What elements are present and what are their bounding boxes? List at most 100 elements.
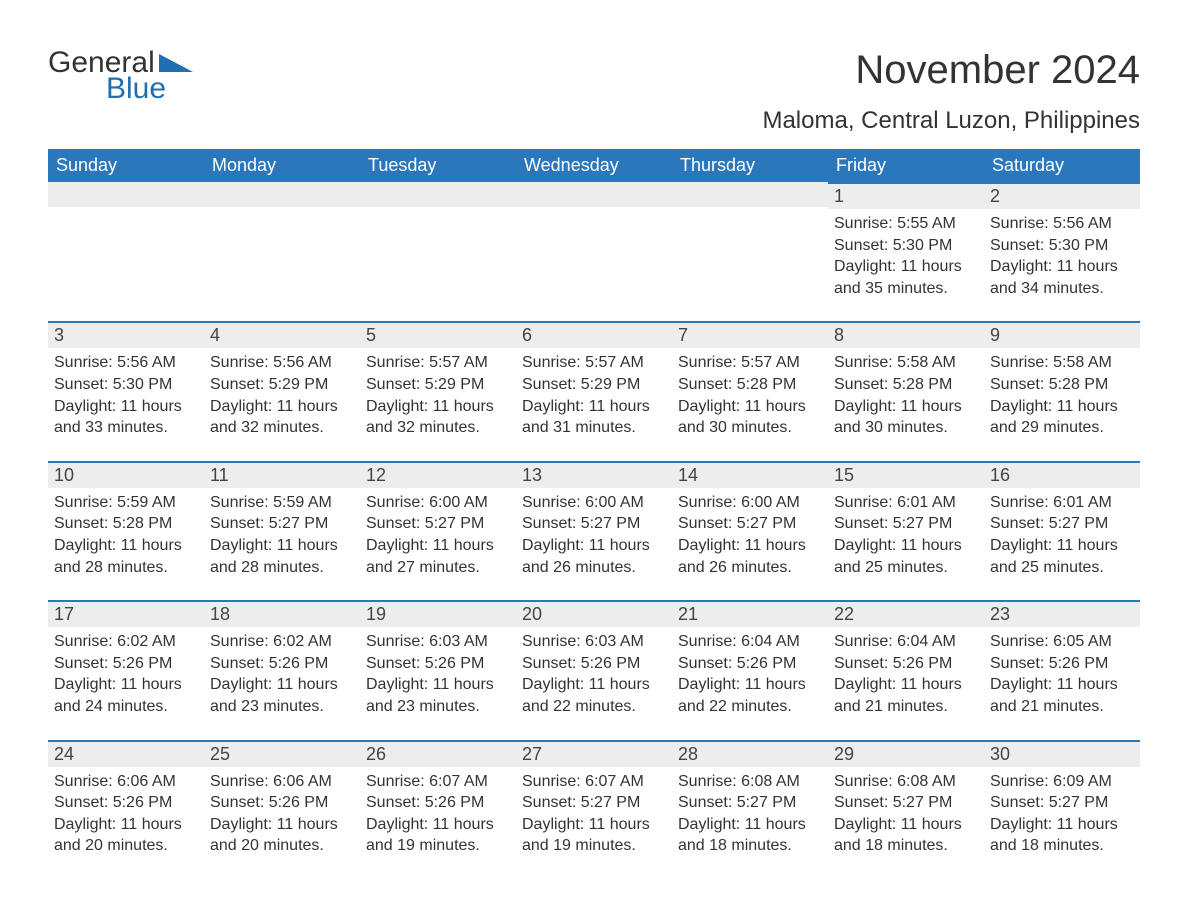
day-number: 28 [672,740,828,767]
calendar-cell: 25Sunrise: 6:06 AMSunset: 5:26 PMDayligh… [204,740,360,879]
daylight: Daylight: 11 hours and 18 minutes. [678,814,822,857]
day-number: 10 [48,461,204,488]
daylight: Daylight: 11 hours and 20 minutes. [54,814,198,857]
calendar-cell: 6Sunrise: 5:57 AMSunset: 5:29 PMDaylight… [516,321,672,460]
calendar-cell: 11Sunrise: 5:59 AMSunset: 5:27 PMDayligh… [204,461,360,600]
sunset: Sunset: 5:29 PM [210,374,354,396]
sunrise: Sunrise: 6:03 AM [522,631,666,653]
empty-day [48,182,204,207]
calendar-cell: 1Sunrise: 5:55 AMSunset: 5:30 PMDaylight… [828,182,984,321]
daylight: Daylight: 11 hours and 21 minutes. [834,674,978,717]
sunrise: Sunrise: 5:56 AM [990,213,1134,235]
daylight: Daylight: 11 hours and 23 minutes. [366,674,510,717]
calendar-cell: 24Sunrise: 6:06 AMSunset: 5:26 PMDayligh… [48,740,204,879]
calendar-cell: 23Sunrise: 6:05 AMSunset: 5:26 PMDayligh… [984,600,1140,739]
day-body: Sunrise: 6:01 AMSunset: 5:27 PMDaylight:… [984,488,1140,578]
sunrise: Sunrise: 5:55 AM [834,213,978,235]
day-number: 17 [48,600,204,627]
empty-day [516,182,672,207]
weekday-header: Tuesday [360,149,516,182]
day-body: Sunrise: 6:00 AMSunset: 5:27 PMDaylight:… [360,488,516,578]
daylight: Daylight: 11 hours and 24 minutes. [54,674,198,717]
day-number: 16 [984,461,1140,488]
daylight: Daylight: 11 hours and 26 minutes. [522,535,666,578]
weekday-header: Wednesday [516,149,672,182]
sunset: Sunset: 5:28 PM [834,374,978,396]
daylight: Daylight: 11 hours and 19 minutes. [522,814,666,857]
calendar-cell: 4Sunrise: 5:56 AMSunset: 5:29 PMDaylight… [204,321,360,460]
sunrise: Sunrise: 6:00 AM [366,492,510,514]
day-body: Sunrise: 5:57 AMSunset: 5:29 PMDaylight:… [360,348,516,438]
daylight: Daylight: 11 hours and 22 minutes. [678,674,822,717]
daylight: Daylight: 11 hours and 31 minutes. [522,396,666,439]
day-body: Sunrise: 5:57 AMSunset: 5:29 PMDaylight:… [516,348,672,438]
sunset: Sunset: 5:27 PM [522,513,666,535]
daylight: Daylight: 11 hours and 34 minutes. [990,256,1134,299]
sunrise: Sunrise: 5:56 AM [210,352,354,374]
daylight: Daylight: 11 hours and 35 minutes. [834,256,978,299]
sunrise: Sunrise: 6:02 AM [210,631,354,653]
month-title: November 2024 [762,48,1140,93]
day-number: 7 [672,321,828,348]
day-number: 29 [828,740,984,767]
sunrise: Sunrise: 5:57 AM [366,352,510,374]
calendar-cell: 10Sunrise: 5:59 AMSunset: 5:28 PMDayligh… [48,461,204,600]
daylight: Daylight: 11 hours and 18 minutes. [990,814,1134,857]
weekday-header: Saturday [984,149,1140,182]
logo: General Blue [48,48,193,104]
day-number: 19 [360,600,516,627]
daylight: Daylight: 11 hours and 32 minutes. [210,396,354,439]
calendar-cell: 29Sunrise: 6:08 AMSunset: 5:27 PMDayligh… [828,740,984,879]
day-body: Sunrise: 6:09 AMSunset: 5:27 PMDaylight:… [984,767,1140,857]
calendar-cell: 5Sunrise: 5:57 AMSunset: 5:29 PMDaylight… [360,321,516,460]
calendar-cell [204,182,360,321]
sunset: Sunset: 5:28 PM [678,374,822,396]
calendar-cell: 9Sunrise: 5:58 AMSunset: 5:28 PMDaylight… [984,321,1140,460]
sunset: Sunset: 5:26 PM [834,653,978,675]
sunset: Sunset: 5:26 PM [522,653,666,675]
day-body: Sunrise: 6:08 AMSunset: 5:27 PMDaylight:… [828,767,984,857]
calendar-cell: 21Sunrise: 6:04 AMSunset: 5:26 PMDayligh… [672,600,828,739]
weekday-header: Friday [828,149,984,182]
day-body: Sunrise: 6:01 AMSunset: 5:27 PMDaylight:… [828,488,984,578]
sunrise: Sunrise: 6:00 AM [678,492,822,514]
daylight: Daylight: 11 hours and 21 minutes. [990,674,1134,717]
daylight: Daylight: 11 hours and 23 minutes. [210,674,354,717]
day-body: Sunrise: 6:02 AMSunset: 5:26 PMDaylight:… [48,627,204,717]
sunset: Sunset: 5:26 PM [54,792,198,814]
day-body: Sunrise: 6:06 AMSunset: 5:26 PMDaylight:… [48,767,204,857]
calendar-cell: 16Sunrise: 6:01 AMSunset: 5:27 PMDayligh… [984,461,1140,600]
calendar-cell: 14Sunrise: 6:00 AMSunset: 5:27 PMDayligh… [672,461,828,600]
sunset: Sunset: 5:27 PM [834,792,978,814]
day-number: 20 [516,600,672,627]
sunset: Sunset: 5:27 PM [678,792,822,814]
empty-day [672,182,828,207]
calendar-cell: 7Sunrise: 5:57 AMSunset: 5:28 PMDaylight… [672,321,828,460]
day-number: 1 [828,182,984,209]
calendar-cell: 20 Sunrise: 6:03 AMSunset: 5:26 PMDayligh… [516,600,672,739]
sunrise: Sunrise: 6:08 AM [834,771,978,793]
calendar-cell: 2Sunrise: 5:56 AMSunset: 5:30 PMDaylight… [984,182,1140,321]
day-number: 5 [360,321,516,348]
daylight: Daylight: 11 hours and 33 minutes. [54,396,198,439]
daylight: Daylight: 11 hours and 19 minutes. [366,814,510,857]
day-body: Sunrise: 6:04 AMSunset: 5:26 PMDaylight:… [828,627,984,717]
sunrise: Sunrise: 5:59 AM [54,492,198,514]
day-body: Sunrise: 6:06 AMSunset: 5:26 PMDaylight:… [204,767,360,857]
day-number: 8 [828,321,984,348]
header: General Blue November 2024 Maloma, Centr… [48,48,1140,135]
daylight: Daylight: 11 hours and 27 minutes. [366,535,510,578]
sunset: Sunset: 5:27 PM [990,513,1134,535]
sunset: Sunset: 5:26 PM [210,792,354,814]
calendar-cell: 8Sunrise: 5:58 AMSunset: 5:28 PMDaylight… [828,321,984,460]
calendar-table: Sunday Monday Tuesday Wednesday Thursday… [48,149,1140,879]
sunset: Sunset: 5:26 PM [678,653,822,675]
daylight: Daylight: 11 hours and 22 minutes. [522,674,666,717]
sunrise: Sunrise: 5:58 AM [990,352,1134,374]
daylight: Daylight: 11 hours and 28 minutes. [210,535,354,578]
day-number: 22 [828,600,984,627]
day-body: Sunrise: 6:08 AMSunset: 5:27 PMDaylight:… [672,767,828,857]
day-number: 23 [984,600,1140,627]
weekday-header: Thursday [672,149,828,182]
sunrise: Sunrise: 6:07 AM [366,771,510,793]
